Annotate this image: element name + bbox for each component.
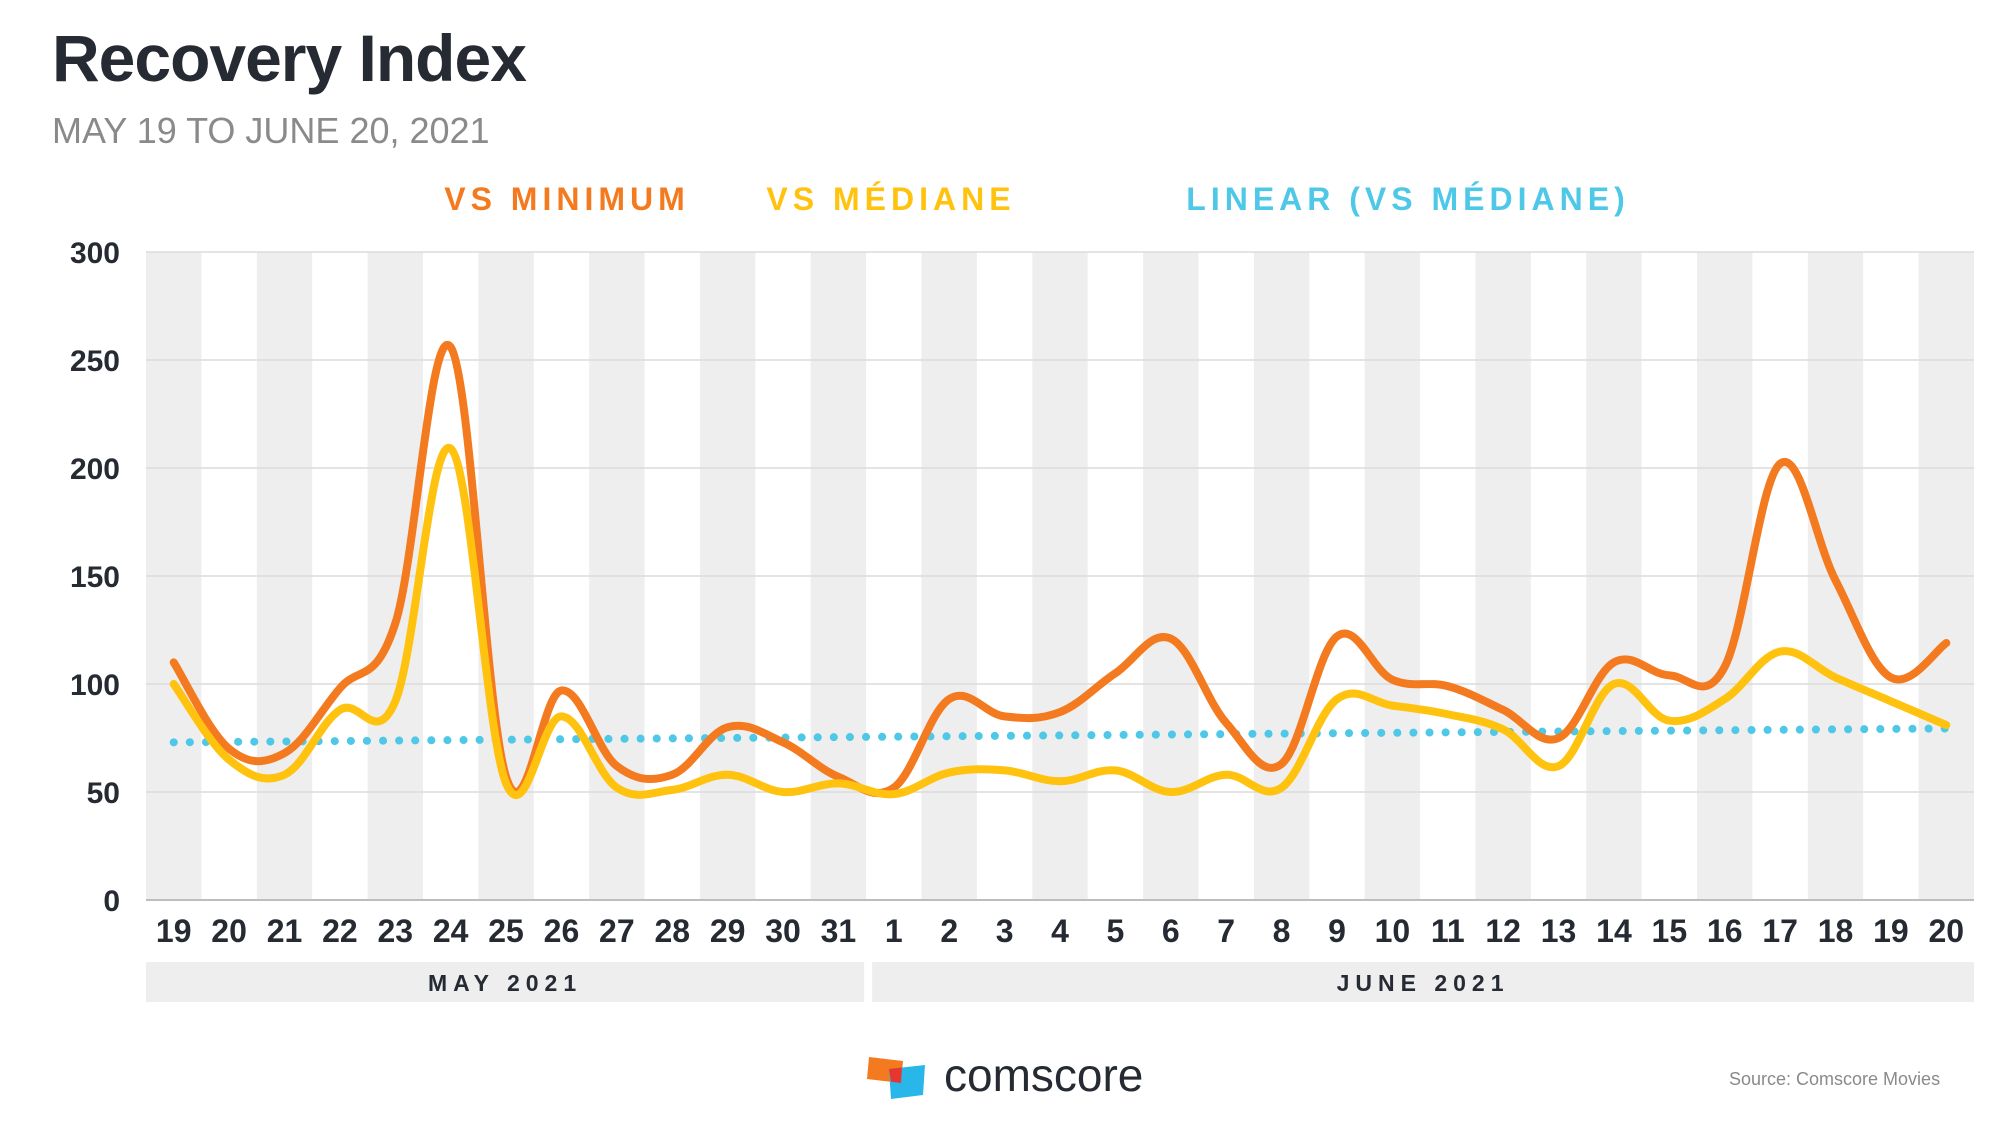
- x-tick-label: 2: [940, 913, 958, 949]
- x-tick-label: 6: [1162, 913, 1180, 949]
- x-tick-label: 12: [1485, 913, 1521, 949]
- month-bar: [872, 962, 1974, 1002]
- legend-item: LINEAR (VS MÉDIANE): [1186, 181, 1629, 217]
- x-tick-label: 1: [885, 913, 903, 949]
- x-tick-label: 25: [488, 913, 524, 949]
- x-tick-label: 18: [1818, 913, 1854, 949]
- y-tick-label: 0: [103, 885, 120, 918]
- x-tick-label: 27: [599, 913, 635, 949]
- x-tick-label: 15: [1652, 913, 1688, 949]
- x-tick-label: 20: [1929, 913, 1965, 949]
- source-note: Source: Comscore Movies: [1729, 1069, 1941, 1089]
- legend-item: VS MÉDIANE: [766, 181, 1015, 217]
- y-tick-label: 300: [70, 237, 120, 270]
- month-label: MAY 2021: [428, 970, 582, 996]
- x-tick-label: 19: [1873, 913, 1909, 949]
- x-tick-label: 16: [1707, 913, 1743, 949]
- legend-item: VS MINIMUM: [444, 181, 690, 217]
- x-tick-label: 24: [433, 913, 469, 949]
- x-tick-label: 29: [710, 913, 746, 949]
- x-tick-label: 31: [821, 913, 857, 949]
- month-label: JUNE 2021: [1337, 970, 1510, 996]
- x-tick-label: 14: [1596, 913, 1632, 949]
- x-tick-label: 7: [1217, 913, 1235, 949]
- x-tick-label: 4: [1051, 913, 1069, 949]
- x-tick-label: 3: [996, 913, 1014, 949]
- y-tick-label: 100: [70, 669, 120, 702]
- x-tick-label: 23: [377, 913, 413, 949]
- x-tick-label: 13: [1541, 913, 1577, 949]
- x-tick-label: 28: [654, 913, 690, 949]
- y-tick-label: 250: [70, 345, 120, 378]
- chart-subtitle: MAY 19 TO JUNE 20, 2021: [52, 110, 490, 151]
- x-tick-label: 11: [1431, 913, 1465, 949]
- x-tick-label: 20: [211, 913, 247, 949]
- y-tick-label: 200: [70, 453, 120, 486]
- x-tick-label: 30: [765, 913, 801, 949]
- series-line-trend: [169, 724, 1951, 747]
- x-tick-label: 26: [544, 913, 580, 949]
- x-tick-label: 9: [1328, 913, 1346, 949]
- y-tick-label: 150: [70, 561, 120, 594]
- comscore-brand-text: comscore: [944, 1049, 1144, 1101]
- x-tick-label: 21: [267, 913, 303, 949]
- x-tick-label: 10: [1375, 913, 1411, 949]
- month-bar: [146, 962, 865, 1002]
- chart-title: Recovery Index: [52, 21, 527, 95]
- x-tick-label: 5: [1106, 913, 1124, 949]
- x-tick-label: 17: [1762, 913, 1798, 949]
- x-tick-label: 8: [1273, 913, 1291, 949]
- x-tick-label: 19: [156, 913, 192, 949]
- y-tick-label: 50: [87, 777, 120, 810]
- x-tick-label: 22: [322, 913, 358, 949]
- comscore-logo-icon: [867, 1057, 925, 1099]
- series-line-vs-minimum: [169, 340, 1951, 797]
- series-line-vs-mediane: [169, 444, 1951, 799]
